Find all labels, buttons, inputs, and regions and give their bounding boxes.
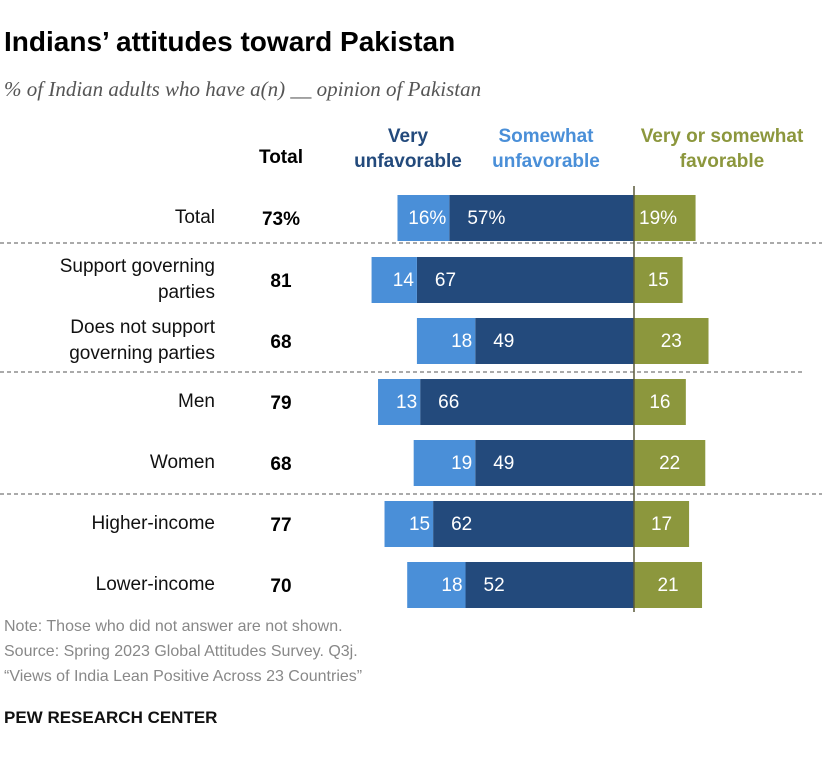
bar: [416, 318, 476, 364]
total-value: 68: [270, 454, 291, 475]
legend-label: Very unfavorable: [354, 126, 462, 172]
total-header: Total: [259, 147, 303, 168]
value-label: 23: [661, 331, 682, 352]
legend-label: Very or somewhat favorable: [640, 126, 804, 172]
value-label: 19%: [639, 208, 677, 229]
report: “Views of India Lean Positive Across 23 …: [4, 668, 363, 685]
value-label: 19: [451, 453, 472, 474]
value-label: 13: [396, 392, 417, 413]
value-label: 18: [441, 575, 462, 596]
value-label: 17: [651, 514, 672, 535]
category-label: Lower-income: [95, 574, 215, 595]
bar: [416, 257, 634, 303]
total-value: 73%: [262, 209, 300, 230]
bar: [413, 440, 476, 486]
total-value: 68: [270, 332, 291, 353]
bar: [420, 379, 634, 425]
bar: [634, 440, 706, 486]
value-label: 15: [648, 270, 669, 291]
total-value: 79: [270, 393, 291, 414]
legend-label: Somewhat unfavorable: [492, 126, 600, 172]
bar: [433, 501, 634, 547]
value-label: 62: [451, 514, 472, 535]
total-value: 70: [270, 576, 291, 597]
bar: [378, 379, 421, 425]
category-label: Women: [149, 452, 215, 473]
chart-title: Indians’ attitudes toward Pakistan: [4, 26, 456, 57]
value-label: 49: [493, 331, 514, 352]
bar: [634, 562, 703, 608]
total-value: 77: [270, 515, 291, 536]
category-label: Men: [178, 391, 215, 412]
bar: [397, 195, 450, 241]
value-label: 52: [484, 575, 505, 596]
bar: [371, 257, 417, 303]
bar: [634, 257, 683, 303]
bar: [449, 195, 634, 241]
category-label: Total: [174, 207, 215, 228]
category-label: Does not support governing parties: [69, 317, 215, 364]
value-label: 14: [393, 270, 415, 291]
bar: [465, 562, 634, 608]
bar: [384, 501, 434, 547]
value-label: 21: [657, 575, 678, 596]
category-label: Higher-income: [91, 513, 215, 534]
source: Source: Spring 2023 Global Attitudes Sur…: [4, 643, 358, 660]
bar: [634, 379, 686, 425]
value-label: 18: [451, 331, 472, 352]
bar: [634, 318, 709, 364]
category-label: Support governing parties: [59, 256, 215, 303]
value-label: 67: [435, 270, 456, 291]
bar: [407, 562, 466, 608]
bar: [634, 195, 696, 241]
value-label: 15: [409, 514, 430, 535]
bar: [475, 440, 634, 486]
value-label: 57%: [467, 208, 505, 229]
value-label: 16%: [408, 208, 446, 229]
bar: [475, 318, 634, 364]
chart-subtitle: % of Indian adults who have a(n) __ opin…: [4, 77, 482, 101]
value-label: 22: [659, 453, 680, 474]
value-label: 49: [493, 453, 514, 474]
value-label: 16: [649, 392, 670, 413]
note: Note: Those who did not answer are not s…: [4, 618, 343, 635]
org: PEW RESEARCH CENTER: [4, 708, 218, 727]
bar: [634, 501, 690, 547]
total-value: 81: [270, 271, 292, 292]
value-label: 66: [438, 392, 459, 413]
